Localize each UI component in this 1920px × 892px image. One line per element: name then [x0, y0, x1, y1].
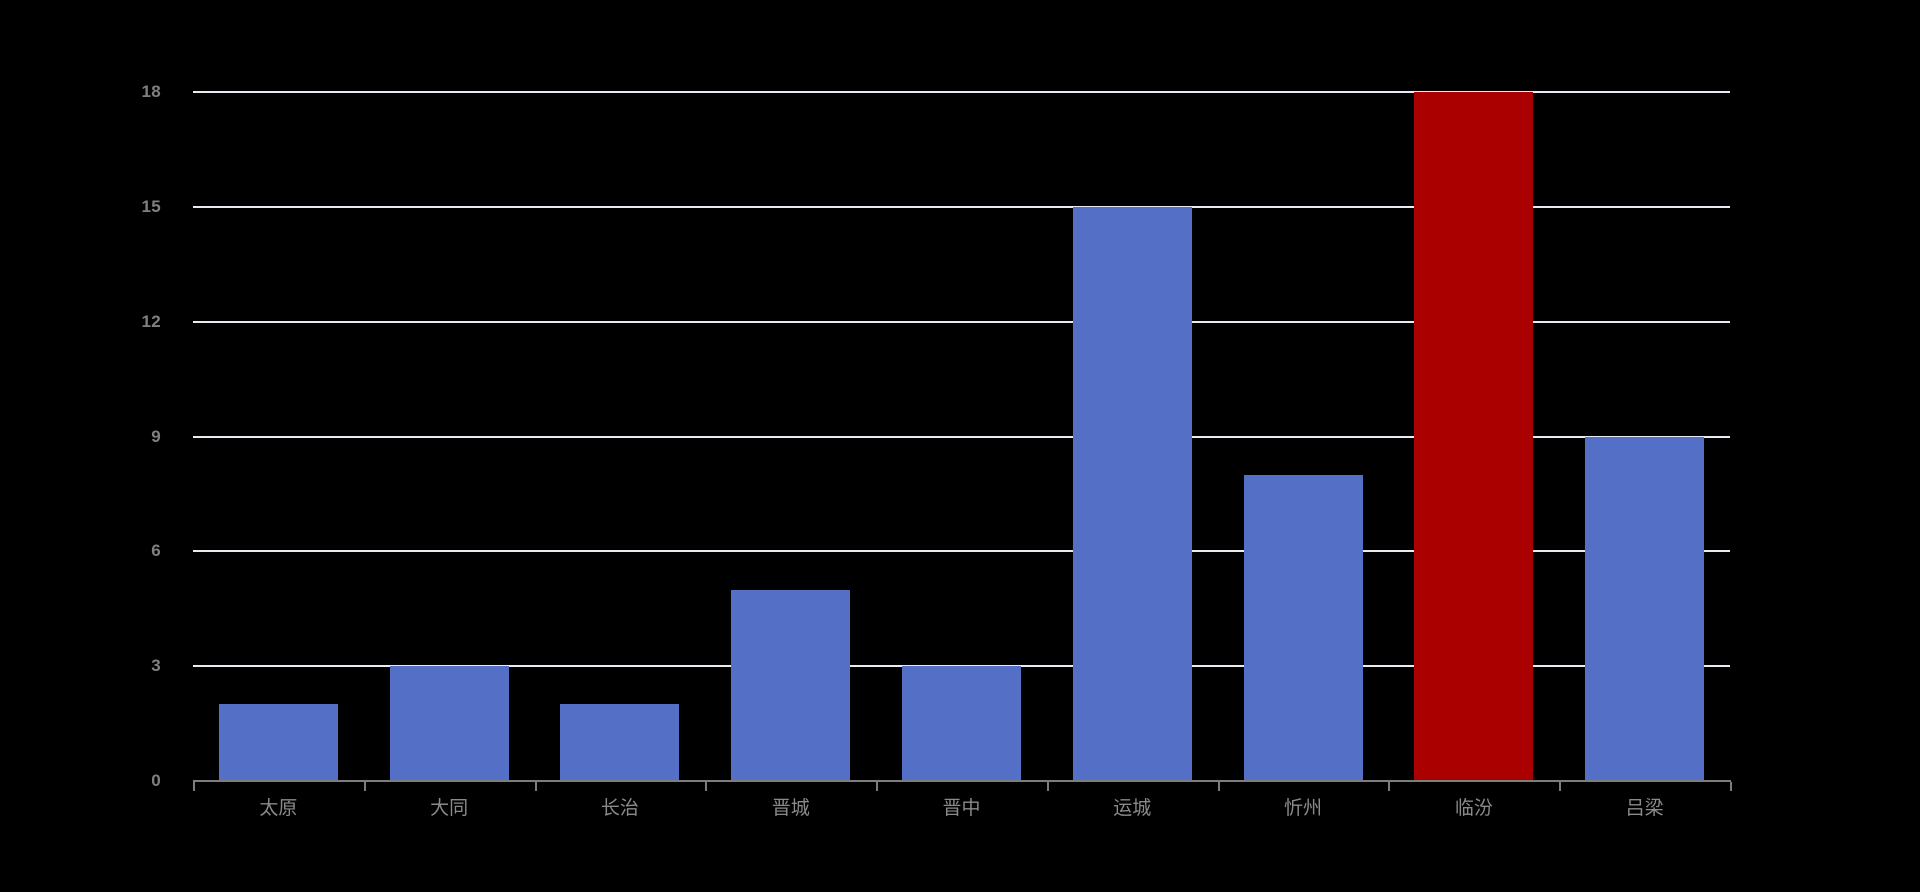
x-axis-label-长治[interactable]: 长治	[600, 797, 639, 819]
x-axis-tick	[534, 782, 537, 791]
gridline-y-3	[193, 665, 1730, 668]
bar-太原[interactable]	[218, 704, 338, 781]
y-axis-tick-label: 6	[151, 541, 161, 561]
x-axis-tick	[1217, 782, 1220, 791]
y-axis-tick-label: 18	[141, 82, 161, 101]
x-axis-label-忻州[interactable]: 忻州	[1284, 797, 1323, 819]
y-axis-tick-label: 12	[141, 311, 161, 331]
bar-忻州[interactable]	[1243, 474, 1363, 781]
y-axis-tick-label: 0	[151, 771, 161, 790]
y-axis-tick-label: 15	[141, 196, 161, 216]
x-axis-line	[193, 780, 1731, 782]
x-axis-tick	[1730, 782, 1732, 791]
bar-长治[interactable]	[560, 704, 680, 781]
x-axis-tick	[1559, 782, 1562, 791]
bar-临汾[interactable]	[1414, 92, 1534, 781]
y-axis-tick-label: 9	[151, 426, 161, 446]
y-axis-tick-label: 3	[151, 656, 161, 676]
x-axis-tick	[193, 782, 195, 791]
x-axis-tick	[876, 782, 879, 791]
gridline-y-6	[193, 550, 1730, 553]
bar-晋中[interactable]	[902, 666, 1021, 781]
x-axis-tick	[705, 782, 708, 791]
x-axis-tick	[1388, 782, 1391, 791]
x-axis-label-运城[interactable]: 运城	[1113, 797, 1152, 819]
x-axis-tick	[363, 782, 366, 791]
bar-大同[interactable]	[389, 666, 509, 781]
plot-area	[193, 91, 1730, 781]
x-axis-label-临汾[interactable]: 临汾	[1454, 797, 1493, 819]
bar-吕梁[interactable]	[1585, 436, 1705, 781]
bar-晋城[interactable]	[731, 589, 851, 781]
x-axis-label-晋中[interactable]: 晋中	[942, 797, 981, 819]
gridline-y-18	[193, 91, 1730, 93]
x-axis-label-大同[interactable]: 大同	[430, 797, 469, 819]
y-axis: 0 3 6 9 12 15 18	[0, 82, 175, 790]
gridline-y-12	[193, 320, 1730, 323]
x-axis-tick	[1046, 782, 1049, 791]
gridline-y-15	[193, 205, 1730, 208]
x-axis-label-吕梁[interactable]: 吕梁	[1625, 797, 1664, 819]
x-axis-label-晋城[interactable]: 晋城	[771, 797, 810, 819]
gridline-y-9	[193, 435, 1730, 438]
bar-运城[interactable]	[1072, 206, 1192, 781]
x-axis-label-太原[interactable]: 太原	[259, 797, 298, 819]
